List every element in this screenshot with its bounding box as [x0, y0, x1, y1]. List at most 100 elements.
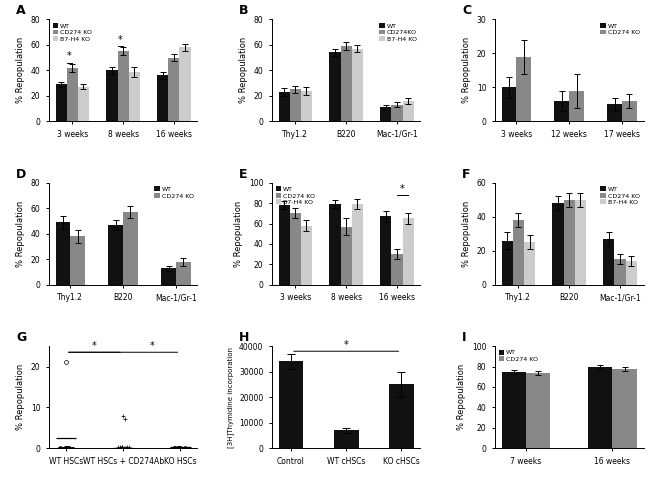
Bar [301, 91, 312, 121]
Point [170, 443, 180, 451]
Legend: WT, CD274 KO: WT, CD274 KO [599, 22, 640, 36]
Text: B: B [239, 4, 248, 17]
Bar [161, 268, 176, 285]
Point [116, 443, 127, 451]
Bar [55, 222, 70, 285]
Point [180, 444, 190, 452]
Bar [402, 101, 413, 121]
Bar [352, 204, 363, 285]
Point [57, 444, 67, 452]
Point [54, 444, 64, 452]
Point [55, 443, 65, 451]
Bar [516, 57, 531, 121]
Y-axis label: % Repopulation: % Repopulation [235, 201, 243, 267]
Legend: WT, CD274 KO: WT, CD274 KO [153, 186, 194, 199]
Bar [402, 218, 413, 285]
Y-axis label: % Repopulation: % Repopulation [16, 37, 25, 104]
Bar [107, 70, 118, 121]
Bar [341, 227, 352, 285]
Bar [391, 254, 402, 285]
Bar [524, 242, 535, 285]
Legend: WT, CD274 KO, B7-H4 KO: WT, CD274 KO, B7-H4 KO [599, 186, 640, 206]
Point [60, 443, 71, 451]
Y-axis label: % Repopulation: % Repopulation [462, 37, 471, 104]
Bar [330, 204, 341, 285]
Point [67, 444, 77, 452]
Point [171, 444, 181, 452]
Point [113, 443, 124, 451]
Point [116, 444, 126, 452]
Point [168, 443, 179, 451]
Bar [123, 212, 138, 285]
Point [182, 444, 192, 452]
Y-axis label: % Repopulation: % Repopulation [16, 364, 25, 430]
Point [172, 443, 183, 451]
Point [116, 444, 126, 452]
Bar [502, 87, 516, 121]
Point [172, 443, 183, 451]
Text: *: * [344, 340, 348, 350]
Bar [168, 57, 179, 121]
Point [61, 444, 72, 452]
Bar [279, 205, 290, 285]
Point [175, 443, 185, 451]
Point [65, 444, 75, 452]
Bar [502, 241, 513, 285]
Bar [78, 87, 89, 121]
Y-axis label: % Repopulation: % Repopulation [462, 201, 471, 267]
Bar [279, 92, 290, 121]
Bar [569, 91, 584, 121]
Bar [552, 203, 564, 285]
Point [120, 444, 131, 452]
Point [180, 443, 190, 451]
Bar [588, 366, 612, 448]
Bar [607, 105, 622, 121]
Point [60, 443, 71, 451]
Bar [70, 236, 85, 285]
Bar [622, 101, 637, 121]
Bar [179, 47, 190, 121]
Bar [575, 200, 586, 285]
Bar [290, 214, 301, 285]
Text: F: F [462, 168, 471, 181]
Legend: WT, CD274KO, B7-H4 KO: WT, CD274KO, B7-H4 KO [378, 22, 417, 42]
Bar [554, 101, 569, 121]
Bar [290, 90, 301, 121]
Bar [603, 239, 614, 285]
Bar [118, 51, 129, 121]
Text: *: * [400, 184, 405, 194]
Point [63, 443, 73, 451]
Point [182, 444, 192, 452]
Legend: WT, CD274 KO, B7-H4 KO: WT, CD274 KO, B7-H4 KO [275, 186, 316, 206]
Y-axis label: % Repopulation: % Repopulation [16, 201, 25, 267]
Bar [380, 107, 391, 121]
Bar [341, 46, 352, 121]
Bar [55, 84, 67, 121]
Point [54, 444, 64, 452]
Bar [67, 68, 78, 121]
Bar [502, 372, 526, 448]
Point [118, 412, 128, 419]
Point [121, 444, 131, 452]
Bar [513, 220, 524, 285]
Bar [129, 72, 140, 121]
Bar [614, 259, 625, 285]
Point [57, 444, 68, 452]
Bar [389, 385, 413, 448]
Text: C: C [462, 4, 471, 17]
Text: G: G [16, 331, 26, 344]
Point [60, 443, 70, 451]
Point [115, 444, 125, 452]
Text: *: * [67, 52, 72, 61]
Point [59, 444, 70, 452]
Bar [564, 200, 575, 285]
Bar [612, 369, 637, 448]
Point [114, 443, 125, 451]
Text: *: * [92, 341, 97, 351]
Bar [330, 53, 341, 121]
Bar [157, 76, 168, 121]
Point [60, 443, 70, 451]
Point [175, 443, 185, 451]
Text: D: D [16, 168, 26, 181]
Point [60, 359, 71, 366]
